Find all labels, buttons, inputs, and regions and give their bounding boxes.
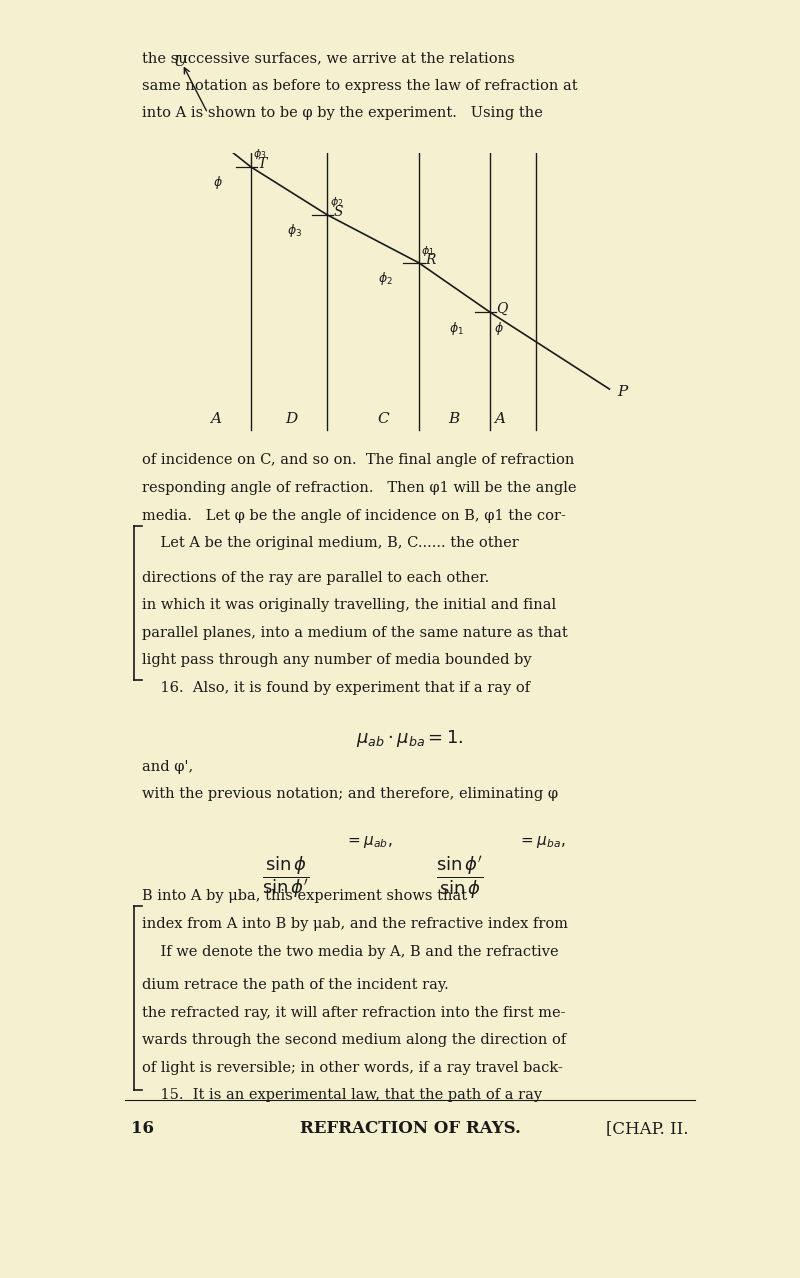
Text: $\phi_1$: $\phi_1$: [450, 320, 464, 336]
Text: S: S: [334, 204, 343, 219]
Text: If we denote the two media by A, B and the refractive: If we denote the two media by A, B and t…: [142, 944, 558, 958]
Text: 16.  Also, it is found by experiment that if a ray of: 16. Also, it is found by experiment that…: [142, 681, 530, 695]
Text: $\dfrac{\sin\phi^{\prime}}{\sin\phi}$: $\dfrac{\sin\phi^{\prime}}{\sin\phi}$: [436, 854, 483, 901]
Text: $\phi$: $\phi$: [494, 320, 504, 336]
Text: A: A: [494, 413, 506, 427]
Text: $\phi$: $\phi$: [213, 174, 223, 192]
Text: index from A into B by μab, and the refractive index from: index from A into B by μab, and the refr…: [142, 918, 568, 930]
Text: wards through the second medium along the direction of: wards through the second medium along th…: [142, 1033, 566, 1047]
Text: $\phi_2$: $\phi_2$: [378, 270, 393, 288]
Text: light pass through any number of media bounded by: light pass through any number of media b…: [142, 653, 532, 667]
Text: $\dfrac{\sin\phi}{\sin\phi^{\prime}}$: $\dfrac{\sin\phi}{\sin\phi^{\prime}}$: [262, 854, 310, 900]
Text: [CHAP. II.: [CHAP. II.: [606, 1120, 689, 1136]
Text: D: D: [286, 413, 298, 427]
Text: 16: 16: [131, 1120, 154, 1136]
Text: of light is reversible; in other words, if a ray travel back-: of light is reversible; in other words, …: [142, 1061, 563, 1075]
Text: dium retrace the path of the incident ray.: dium retrace the path of the incident ra…: [142, 978, 449, 992]
Text: $= \mu_{ba},$: $= \mu_{ba},$: [518, 835, 566, 850]
Text: B: B: [449, 413, 460, 427]
Text: and φ',: and φ',: [142, 759, 194, 773]
Text: $= \mu_{ab},$: $= \mu_{ab},$: [345, 835, 393, 850]
Text: U: U: [174, 55, 186, 69]
Text: C: C: [378, 413, 389, 427]
Text: $\phi_2$: $\phi_2$: [330, 194, 343, 208]
Text: the refracted ray, it will after refraction into the first me-: the refracted ray, it will after refract…: [142, 1006, 566, 1020]
Text: directions of the ray are parallel to each other.: directions of the ray are parallel to ea…: [142, 570, 490, 584]
Text: A: A: [210, 413, 221, 427]
Text: with the previous notation; and therefore, eliminating φ: with the previous notation; and therefor…: [142, 787, 558, 801]
Text: R: R: [426, 253, 436, 267]
Text: parallel planes, into a medium of the same nature as that: parallel planes, into a medium of the sa…: [142, 626, 568, 640]
Text: $\mu_{ab} \cdot \mu_{ba} = 1.$: $\mu_{ab} \cdot \mu_{ba} = 1.$: [356, 728, 464, 749]
Text: same notation as before to express the law of refraction at: same notation as before to express the l…: [142, 78, 578, 92]
Text: P: P: [617, 385, 627, 399]
Text: Let A be the original medium, B, C...... the other: Let A be the original medium, B, C......…: [142, 537, 519, 550]
Text: of incidence on C, and so on.  The final angle of refraction: of incidence on C, and so on. The final …: [142, 454, 574, 468]
Text: Q: Q: [497, 302, 508, 316]
Text: in which it was originally travelling, the initial and final: in which it was originally travelling, t…: [142, 598, 556, 612]
Text: $\phi_1$: $\phi_1$: [421, 244, 434, 258]
Text: T: T: [258, 157, 267, 171]
Text: 15.  It is an experimental law, that the path of a ray: 15. It is an experimental law, that the …: [142, 1089, 542, 1102]
Text: B into A by μba, this experiment shows that: B into A by μba, this experiment shows t…: [142, 889, 467, 904]
Text: responding angle of refraction.   Then φ1 will be the angle: responding angle of refraction. Then φ1 …: [142, 481, 577, 495]
Text: the successive surfaces, we arrive at the relations: the successive surfaces, we arrive at th…: [142, 51, 515, 65]
Text: into A is shown to be φ by the experiment.   Using the: into A is shown to be φ by the experimen…: [142, 106, 543, 120]
Text: $\phi_3$: $\phi_3$: [254, 147, 267, 161]
Text: media.   Let φ be the angle of incidence on B, φ1 the cor-: media. Let φ be the angle of incidence o…: [142, 509, 566, 523]
Text: REFRACTION OF RAYS.: REFRACTION OF RAYS.: [299, 1120, 521, 1136]
Text: $\phi_3$: $\phi_3$: [286, 222, 302, 239]
